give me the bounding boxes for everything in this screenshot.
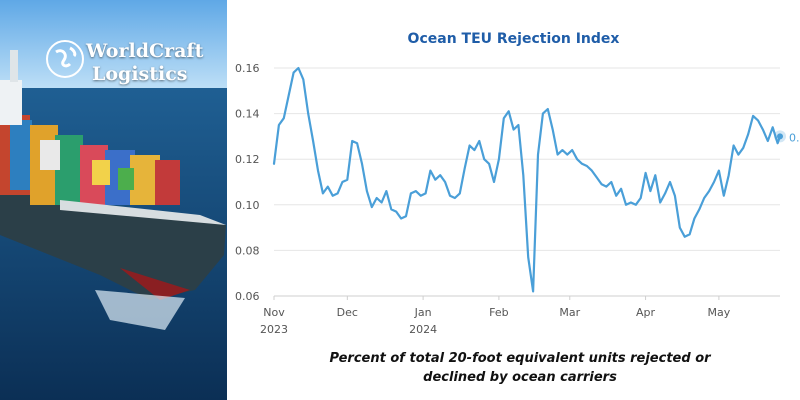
x-tick-label: May	[708, 306, 731, 319]
caption-line-1: Percent of total 20-foot equivalent unit…	[329, 351, 711, 366]
container-ship-photo: WorldCraft Logistics	[0, 0, 227, 400]
caption-line-2: declined by ocean carriers	[423, 370, 617, 385]
x-tick-label: Nov	[263, 306, 285, 319]
brand-name-line1: WorldCraft	[86, 40, 204, 62]
last-value-label: 0.13	[789, 131, 800, 144]
x-tick-label: Mar	[559, 306, 580, 319]
x-tick-label: Dec	[337, 306, 358, 319]
globe-icon	[46, 40, 84, 78]
chart-title: Ocean TEU Rejection Index	[407, 31, 620, 47]
last-point-marker	[777, 133, 783, 140]
y-tick-label: 0.10	[235, 199, 260, 212]
x-tick-year-label: 2024	[409, 323, 437, 336]
series-line	[272, 66, 782, 293]
y-tick-label: 0.16	[235, 62, 260, 75]
x-tick-label: Feb	[489, 306, 508, 319]
x-tick-year-label: 2023	[260, 323, 288, 336]
x-tick-label: Apr	[636, 306, 656, 319]
brand-name-line2: Logistics	[92, 63, 188, 85]
chart-caption: Percent of total 20-foot equivalent unit…	[290, 349, 750, 387]
y-tick-label: 0.06	[235, 290, 260, 303]
brand-logo	[44, 38, 214, 88]
y-tick-label: 0.14	[235, 108, 260, 121]
y-tick-label: 0.08	[235, 244, 260, 257]
x-tick-label: Jan	[414, 306, 432, 319]
y-tick-label: 0.12	[235, 153, 260, 166]
